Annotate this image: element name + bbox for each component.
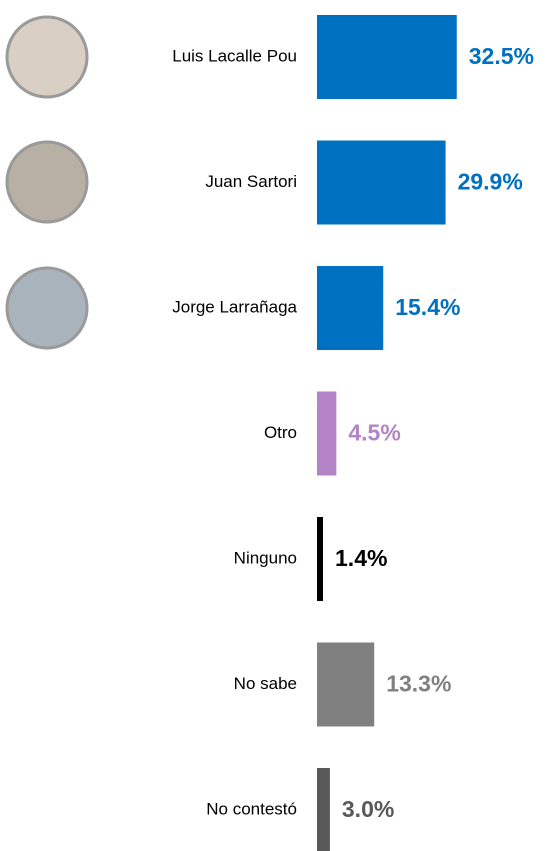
avatars: [5, 15, 89, 350]
avatar: [5, 15, 89, 99]
value-label: 3.0%: [342, 796, 394, 822]
category-label: Jorge Larrañaga: [172, 297, 297, 316]
category-label: No sabe: [234, 674, 297, 693]
category-label: Ninguno: [234, 548, 297, 567]
category-label: No contestó: [206, 799, 297, 818]
category-label: Luis Lacalle Pou: [172, 46, 297, 65]
bar: [317, 266, 384, 350]
bar: [317, 15, 457, 99]
value-label: 29.9%: [458, 169, 523, 195]
value-label: 32.5%: [469, 43, 534, 69]
category-label: Otro: [264, 423, 297, 442]
value-label: 13.3%: [386, 671, 451, 697]
bar: [317, 768, 330, 851]
bar: [317, 391, 337, 476]
value-label: 4.5%: [348, 420, 400, 446]
value-label: 1.4%: [335, 545, 387, 571]
bar: [317, 140, 446, 225]
value-label: 15.4%: [395, 294, 460, 320]
bar: [317, 517, 324, 601]
avatar: [5, 140, 89, 224]
category-label: Juan Sartori: [205, 172, 297, 191]
bar: [317, 642, 375, 727]
avatar: [5, 266, 89, 350]
